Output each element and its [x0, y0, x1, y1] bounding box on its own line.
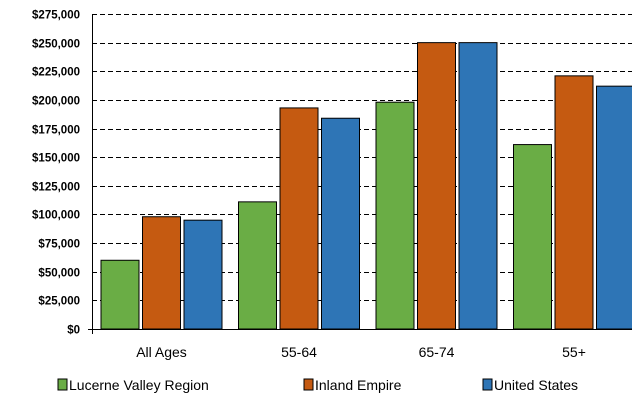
x-category-label: 65-74	[419, 344, 455, 360]
legend-swatch	[57, 378, 68, 391]
x-category-label: All Ages	[136, 344, 187, 360]
x-category-label: 55+	[562, 344, 586, 360]
legend-swatch	[303, 378, 314, 391]
bar	[513, 144, 552, 330]
bar	[458, 42, 498, 330]
y-tick-label: $175,000	[32, 125, 80, 137]
y-tick-label: $200,000	[32, 96, 80, 108]
legend-swatch	[482, 378, 493, 391]
bar	[554, 75, 594, 330]
bar	[279, 107, 319, 330]
legend-label: United States	[494, 377, 578, 393]
y-tick-label: $125,000	[32, 182, 80, 194]
y-tick-label: $250,000	[32, 39, 80, 51]
legend-label: Inland Empire	[315, 377, 402, 393]
axes	[88, 14, 632, 334]
y-tick-label: $0	[67, 325, 80, 337]
legend-label: Lucerne Valley Region	[69, 377, 209, 393]
y-tick-label: $25,000	[38, 296, 80, 308]
y-tick-label: $100,000	[32, 210, 80, 222]
y-tick-label: $275,000	[32, 10, 80, 22]
bar	[238, 201, 277, 330]
bars	[100, 42, 632, 330]
legend: Lucerne Valley Region Inland Empire United…	[57, 377, 578, 393]
y-tick-label: $225,000	[32, 67, 80, 79]
x-category-label: 55-64	[281, 344, 317, 360]
y-tick-label: $75,000	[38, 239, 80, 251]
bar	[321, 117, 360, 330]
x-axis-category-labels: All Ages 55-64 65-74 55+	[136, 344, 586, 360]
bar	[183, 219, 223, 330]
bar	[375, 101, 415, 330]
bar	[100, 259, 140, 330]
bar	[417, 42, 456, 330]
y-tick-label: $150,000	[32, 153, 80, 165]
y-tick-label: $50,000	[38, 268, 80, 280]
bar	[142, 216, 181, 330]
bar	[596, 85, 632, 330]
y-axis-tick-labels: $0 $25,000 $50,000 $75,000 $100,000 $125,000 $…	[32, 10, 80, 337]
